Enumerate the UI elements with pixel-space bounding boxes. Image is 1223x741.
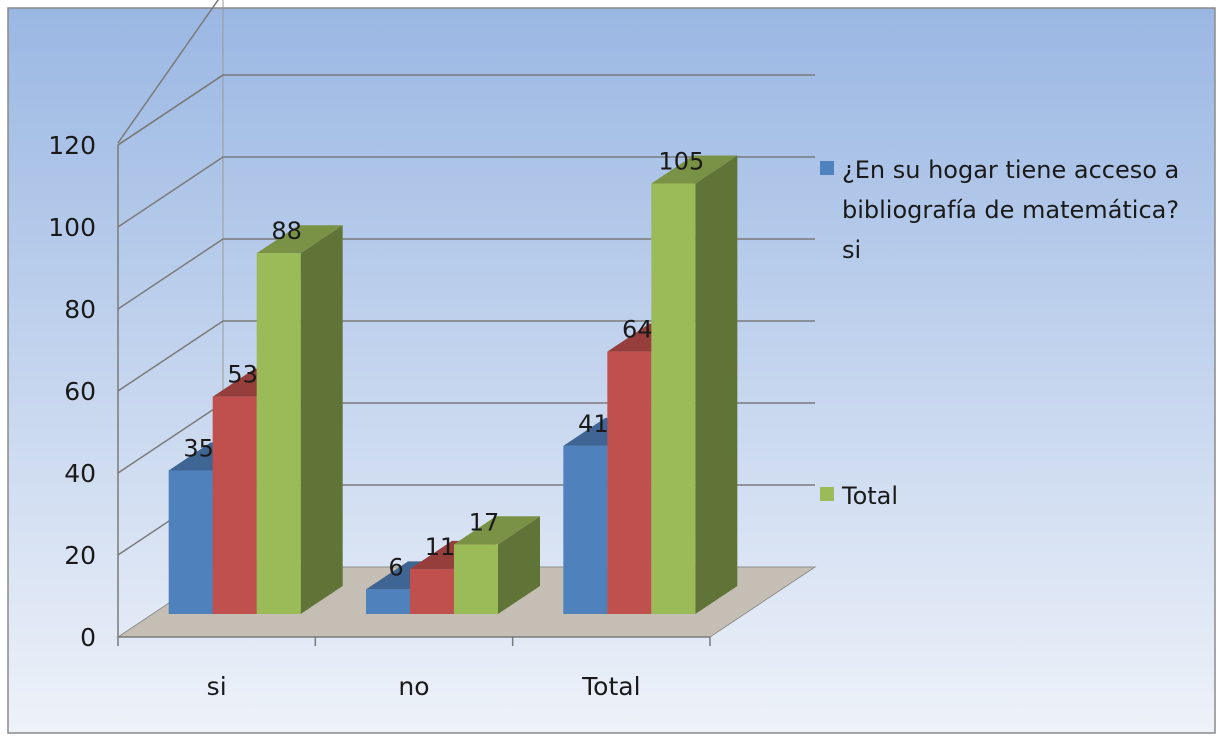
data-label: 105: [658, 148, 704, 176]
x-tick-label: no: [398, 672, 429, 701]
y-tick-label: 0: [80, 623, 96, 652]
legend-swatch: [820, 487, 834, 501]
bar-side: [695, 155, 738, 614]
bar-side: [498, 516, 540, 614]
data-label: 11: [425, 533, 456, 561]
y-tick-label: 20: [64, 541, 96, 570]
legend-label: bibliografía de matemática?: [842, 196, 1179, 224]
data-label: 64: [622, 316, 653, 344]
bar: [168, 470, 213, 614]
gridline: [117, 238, 815, 310]
bar: [410, 568, 454, 614]
bar-top: [454, 516, 540, 545]
y-tick-label: 120: [48, 131, 96, 160]
legend-label: Total: [841, 482, 898, 510]
x-tick-label: si: [207, 672, 227, 701]
data-label: 6: [388, 553, 403, 581]
data-label: 41: [578, 410, 609, 438]
x-tick-label: Total: [581, 672, 640, 701]
data-label: 53: [227, 361, 258, 389]
bar: [256, 253, 301, 614]
data-label: 88: [271, 217, 302, 245]
gridline: [117, 156, 815, 228]
bar: [563, 445, 608, 614]
y-tick-label: 60: [64, 377, 96, 406]
bar-side: [300, 225, 343, 614]
legend-label: si: [842, 236, 861, 264]
y-tick-label: 100: [48, 213, 96, 242]
legend-label: ¿En su hogar tiene acceso a: [842, 156, 1179, 184]
gridline: [117, 74, 815, 146]
y-tick-label: 80: [64, 295, 96, 324]
y-tick-label: 40: [64, 459, 96, 488]
gridline: [117, 320, 815, 392]
bar-top: [256, 225, 343, 254]
bar: [212, 396, 257, 614]
bar-top: [651, 155, 738, 184]
legend-swatch: [820, 161, 834, 175]
bar: [651, 183, 696, 614]
side-wall-top-edge: [117, 0, 220, 144]
data-label: 17: [469, 508, 500, 536]
bar: [607, 351, 652, 614]
data-label: 35: [183, 435, 214, 463]
bar: [454, 544, 498, 614]
bar: [366, 589, 410, 614]
